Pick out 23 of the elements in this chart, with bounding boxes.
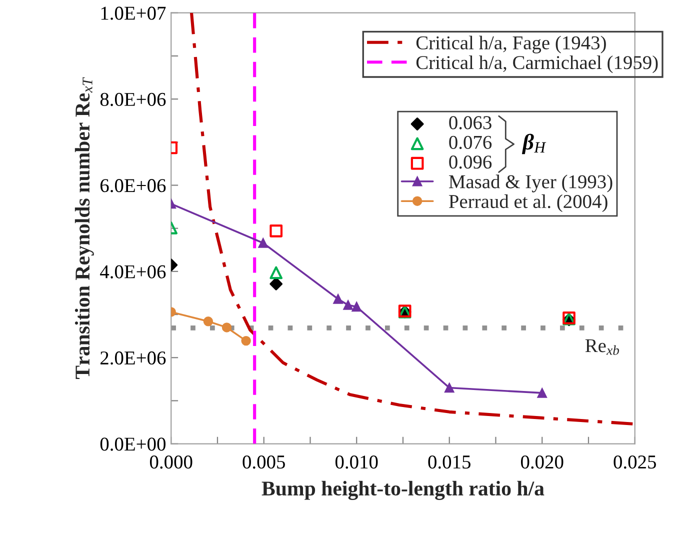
x-tick-label: 0.025 <box>614 455 656 469</box>
y-tick-label: 4.0E+06 <box>100 265 166 278</box>
legend-label: Critical h/a, Carmichael (1959) <box>416 55 658 74</box>
x-tick-label: 0.020 <box>520 455 564 469</box>
legend-label: Perraud et al. (2004) <box>448 194 608 212</box>
y-tick-label: 8.0E+06 <box>100 92 166 106</box>
x-tick-label: 0.015 <box>428 455 470 469</box>
y-axis-title: Transition Reynolds number Re$_{xT}$ <box>74 77 94 379</box>
annotation: β$_{H}$ <box>522 134 546 154</box>
legend-label: 0.063 <box>449 116 492 130</box>
x-tick-label: 0.005 <box>242 455 285 469</box>
legend-label: Critical h/a, Fage (1943) <box>416 36 606 54</box>
x-tick-label: 0.000 <box>150 455 192 469</box>
x-tick-label: 0.010 <box>335 455 378 469</box>
legend-label: Masad & Iyer (1993) <box>448 174 612 192</box>
y-tick-label: 0.0E+00 <box>100 438 166 451</box>
y-tick-label: 2.0E+06 <box>100 351 166 365</box>
legend-label: 0.076 <box>449 136 492 150</box>
y-tick-label: 6.0E+06 <box>100 179 166 192</box>
ref-line-label: Re$_{xb}$ <box>585 339 620 355</box>
legend-label: 0.096 <box>449 156 492 169</box>
y-tick-label: 1.0E+07 <box>101 6 166 20</box>
x-axis-title: Bump height-to-length ratio h/a <box>262 480 544 500</box>
